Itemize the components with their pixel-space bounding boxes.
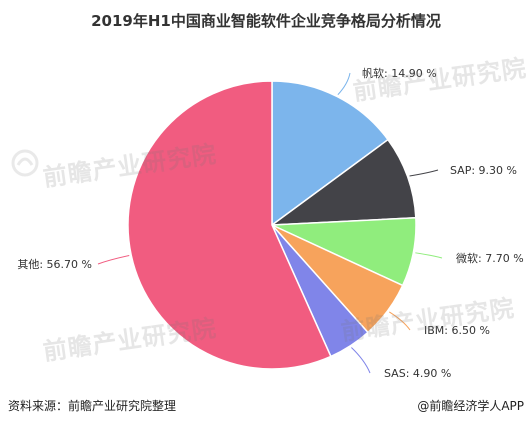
- pie-slice: [269, 138, 417, 226]
- leader-line: [415, 252, 443, 259]
- slice-label: 帆软: 14.90 %: [362, 66, 437, 80]
- leader-line: [409, 169, 439, 177]
- slice-labels: 帆软: 14.90 % SAP: 9.30 % 微软: 7.70 % IBM: 6.5…: [17, 66, 523, 380]
- leader-line: [97, 255, 130, 265]
- slice-label: IBM: 6.50 %: [424, 324, 490, 337]
- pie-slices: [127, 80, 417, 370]
- label-leader-lines: [97, 72, 443, 374]
- slice-label: 其他: 56.70 %: [17, 258, 92, 271]
- leader-line: [351, 347, 371, 374]
- leader-line: [389, 311, 411, 331]
- leader-line: [337, 72, 351, 96]
- pie-slice: [127, 80, 332, 370]
- slice-label: SAP: 9.30 %: [450, 164, 517, 177]
- credit-note: @前瞻经济学人APP: [417, 399, 524, 413]
- chart-title: 2019年H1中国商业智能软件企业竞争格局分析情况: [91, 12, 441, 30]
- slice-label: 微软: 7.70 %: [456, 251, 524, 265]
- watermark-logo-icon: [11, 149, 39, 177]
- pie-slice: [271, 80, 390, 227]
- slice-label: SAS: 4.90 %: [384, 367, 451, 380]
- source-note: 资料来源：前瞻产业研究院整理: [8, 399, 177, 413]
